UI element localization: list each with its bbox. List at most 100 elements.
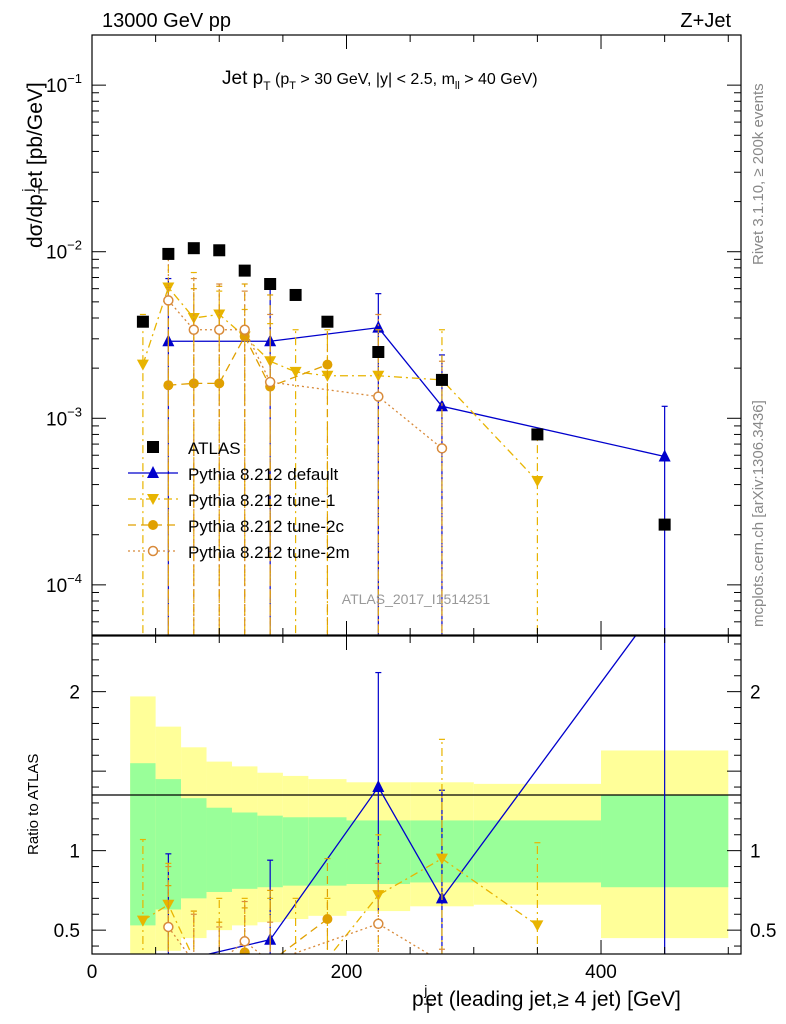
y-tick-label-1: 10−3	[46, 404, 82, 430]
ratio-point-2-5	[322, 914, 333, 925]
legend-label-1: Pythia 8.212 default	[188, 465, 339, 484]
header-left: 13000 GeV pp	[102, 10, 231, 32]
legend-label-4: Pythia 8.212 tune-2m	[188, 543, 350, 562]
ratio-point-1-10	[531, 920, 544, 932]
ratio-point-2-0	[163, 957, 173, 967]
ratio-point-2-1	[189, 957, 199, 967]
point-2-5	[322, 359, 333, 370]
legend-marker-4	[147, 545, 159, 557]
ratio-y-axis-label: Ratio to ATLAS	[25, 754, 42, 855]
band-green-6	[282, 817, 309, 886]
band-green-4	[231, 812, 258, 889]
atlas-point-10	[531, 428, 544, 441]
point-1-8	[372, 370, 385, 382]
legend-label-2: Pythia 8.212 tune-1	[188, 491, 335, 510]
ratio-point-3-2	[215, 957, 224, 966]
ratio-point-1-9	[435, 853, 448, 865]
y-tick-label-0: 10−4	[46, 571, 82, 597]
series-line-2	[168, 335, 328, 388]
ratio-point-3-0	[163, 921, 174, 933]
atlas-point-9	[435, 373, 448, 386]
ratio-point-1-4	[238, 953, 251, 954]
ratio-tick-label-left-1: 1	[69, 842, 80, 863]
atlas-point-6	[289, 288, 302, 301]
ratio-point-1-0	[136, 915, 149, 927]
y-axis-label: dσ/dpTjet [pb/GeV]	[19, 82, 51, 248]
analysis-watermark: ATLAS_2017_I1514251	[342, 591, 491, 607]
ratio-tick-label-right-1: 1	[750, 842, 761, 863]
ratio-tick-label-right-2: 2	[750, 683, 761, 704]
point-3-0	[163, 295, 174, 306]
axes: 0 200 400 10−4 10−3 10−2 10−1 0.5 0.5 1 1 2 2	[46, 34, 776, 983]
ratio-point-1-6	[289, 953, 302, 954]
point-3-1	[188, 324, 200, 336]
rivet-label: Rivet 3.1.10, ≥ 200k events	[750, 83, 767, 265]
atlas-point-7	[321, 315, 334, 328]
x-axis-label: pTjet (leading jet,≥ 4 jet) [GeV]	[412, 982, 681, 1016]
mcplots-label: mcplots.cern.ch [arXiv:1306.3436]	[750, 400, 767, 627]
y-tick-label-2: 10−2	[46, 238, 82, 264]
atlas-point-4	[238, 264, 251, 277]
ratio-point-1-2	[187, 953, 200, 954]
point-3-2	[214, 324, 225, 336]
point-3-4	[264, 376, 276, 388]
atlas-point-0	[136, 315, 149, 328]
ratio-point-0-0	[162, 957, 174, 969]
series-line-1	[142, 286, 538, 482]
ratio-point-2-3	[239, 947, 250, 954]
series-line-0	[168, 326, 665, 458]
ratio-point-3-5	[373, 918, 384, 930]
legend-marker-0	[147, 441, 159, 453]
band-green-0	[130, 763, 156, 926]
legend-marker-3	[148, 520, 158, 530]
point-3-5	[373, 391, 384, 402]
x-tick-label-1: 200	[331, 962, 363, 983]
x-tick-label-2: 400	[585, 962, 617, 983]
series-line-3	[167, 299, 443, 449]
point-3-6	[436, 443, 448, 454]
atlas-point-1	[162, 247, 175, 260]
x-tick-label-0: 0	[87, 962, 98, 983]
chart-title: Jet pT (pT > 30 GeV, |y| < 2.5, mll > 40…	[222, 68, 538, 93]
ratio-tick-label-left-2: 2	[69, 683, 80, 704]
point-1-0	[136, 359, 149, 371]
ratio-point-3-1	[189, 957, 198, 966]
atlas-point-11	[658, 518, 671, 531]
ratio-point-3-4	[266, 957, 275, 966]
ratio-line-1	[142, 857, 538, 954]
band-green-3	[206, 807, 232, 892]
ratio-tick-label-left-0: 0.5	[54, 921, 80, 942]
legend-marker-1	[147, 466, 159, 478]
atlas-point-3	[213, 244, 226, 257]
atlas-point-8	[372, 346, 385, 359]
ratio-point-2-4	[265, 957, 275, 967]
header-right: Z+Jet	[680, 10, 731, 32]
legend-label-3: Pythia 8.212 tune-2c	[188, 517, 344, 536]
ratio-frame	[91, 635, 742, 955]
point-2-2	[214, 378, 225, 389]
band-green-2	[181, 798, 207, 899]
point-1-10	[531, 476, 544, 488]
legend: ATLAS Pythia 8.212 default Pythia 8.212 tu…	[128, 439, 350, 562]
legend-marker-2	[147, 494, 159, 505]
point-3-3	[239, 324, 250, 336]
ratio-point-2-2	[214, 957, 224, 967]
ratio-point-1-5	[264, 953, 277, 954]
legend-label-0: ATLAS	[188, 439, 241, 458]
ratio-point-1-3	[213, 953, 226, 954]
point-1-6	[289, 366, 302, 378]
atlas-point-5	[264, 277, 277, 290]
ratio-point-3-3	[239, 936, 250, 947]
ratio-point-3-6	[437, 957, 446, 966]
band-green-7	[308, 817, 347, 886]
y-tick-label-3: 10−1	[46, 71, 82, 97]
ratio-tick-label-right-0: 0.5	[750, 921, 776, 942]
main-frame	[91, 34, 742, 636]
point-2-1	[188, 378, 199, 389]
main-series-layer	[136, 242, 671, 635]
ratio-point-0-2	[372, 780, 385, 793]
ratio-series-layer	[136, 636, 666, 969]
point-0-4	[658, 449, 671, 462]
atlas-point-2	[187, 242, 200, 255]
